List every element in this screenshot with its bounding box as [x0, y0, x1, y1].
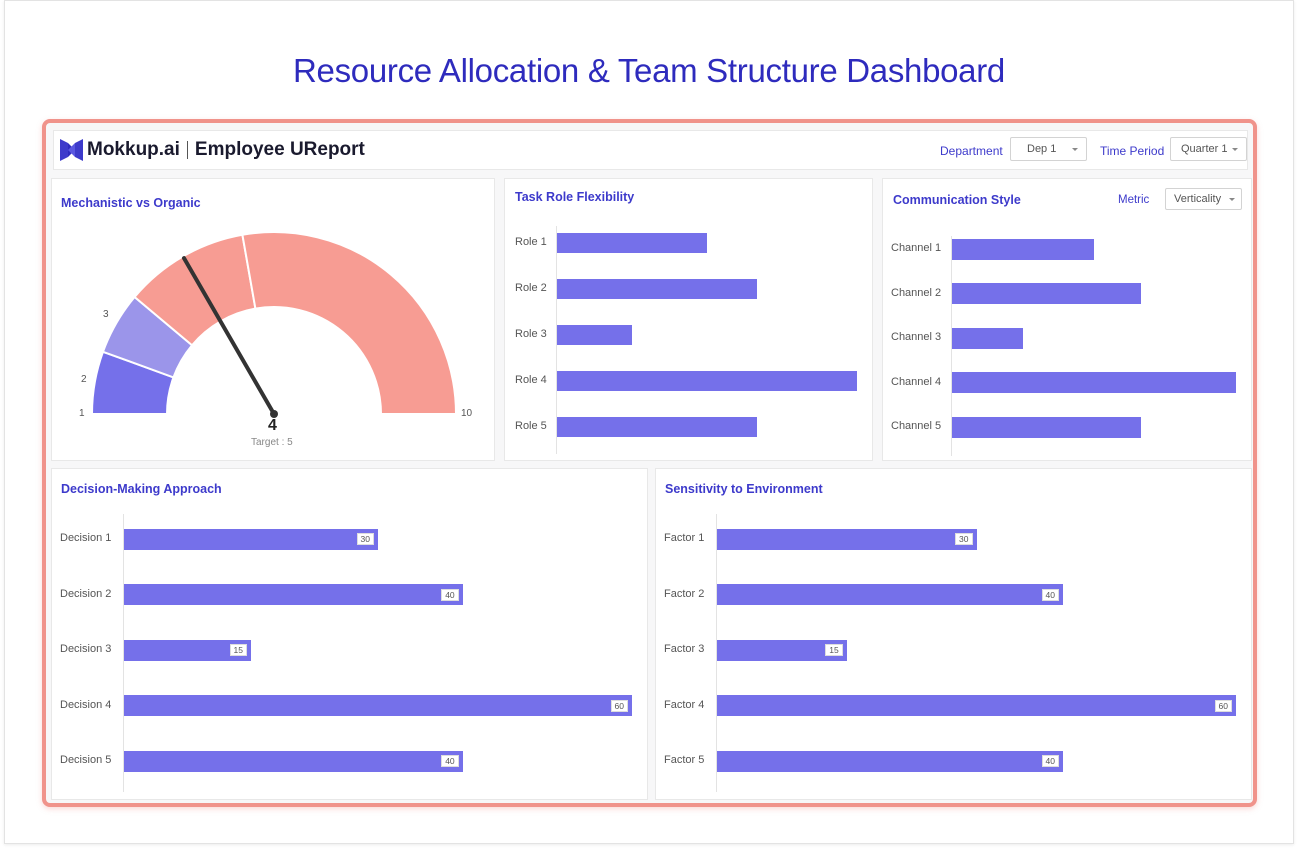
bar[interactable]: [124, 584, 463, 605]
department-select[interactable]: Dep 1: [1010, 137, 1087, 161]
category-label: Role 3: [515, 328, 547, 340]
chevron-down-icon: [1229, 198, 1235, 201]
metric-value: Verticality: [1174, 193, 1222, 205]
bar[interactable]: [124, 695, 632, 716]
bar-value-label: 30: [955, 533, 973, 545]
sensitivity-title: Sensitivity to Environment: [665, 482, 823, 496]
task-role-title: Task Role Flexibility: [515, 190, 635, 204]
chart-axis-line: [556, 226, 557, 454]
communication-title: Communication Style: [893, 193, 1021, 207]
category-label: Factor 2: [664, 587, 705, 600]
mokkup-logo-icon: [60, 139, 83, 161]
bar[interactable]: [124, 750, 463, 772]
metric-label: Metric: [1118, 194, 1150, 206]
gauge-tick-label: 2: [81, 374, 87, 385]
time-period-select[interactable]: Quarter 1: [1170, 137, 1247, 161]
bar-value-label: 30: [356, 533, 374, 545]
chart-axis-line: [123, 514, 124, 792]
decision-title: Decision-Making Approach: [61, 482, 222, 496]
category-label: Role 4: [515, 374, 547, 386]
category-label: Factor 4: [664, 698, 705, 711]
category-label: Factor 1: [664, 532, 705, 544]
department-label: Department: [940, 144, 1003, 158]
dashboard-header: Mokkup.ai Employee UReport Department De…: [53, 130, 1248, 170]
category-label: Decision 1: [60, 532, 112, 544]
category-label: Role 2: [515, 282, 547, 294]
bar[interactable]: [717, 528, 977, 550]
bar[interactable]: [952, 372, 1236, 393]
gauge-needle: [182, 256, 276, 416]
category-label: Channel 5: [891, 420, 942, 432]
bar[interactable]: [557, 279, 757, 299]
time-period-label: Time Period: [1100, 144, 1165, 158]
category-label: Channel 3: [891, 331, 942, 343]
report-title: Employee UReport: [194, 139, 365, 160]
department-value: Dep 1: [1027, 143, 1057, 155]
gauge-tick-label: 1: [79, 408, 85, 419]
chart-axis-line: [716, 514, 717, 792]
gauge-band: [241, 231, 458, 415]
chart-axis-line: [951, 236, 952, 456]
bar-value-label: 40: [441, 588, 459, 601]
category-label: Channel 4: [891, 375, 942, 388]
bar[interactable]: [557, 233, 707, 253]
bar-value-label: 15: [229, 644, 247, 656]
category-label: Factor 3: [664, 643, 705, 655]
category-label: Decision 5: [60, 754, 112, 766]
brand-logo[interactable]: Mokkup.ai Employee UReport: [60, 139, 365, 161]
category-label: Factor 5: [664, 754, 705, 766]
communication-panel: Communication Style Metric Verticality C…: [882, 178, 1252, 461]
bar-value-label: 60: [1214, 699, 1232, 712]
gauge-chart: [90, 231, 458, 418]
time-period-value: Quarter 1: [1181, 143, 1228, 155]
category-label: Decision 3: [60, 643, 112, 655]
task-role-panel: Task Role Flexibility Role 1 Role 2 Role 3…: [504, 178, 873, 461]
bar[interactable]: [124, 528, 378, 550]
decision-panel: Decision-Making Approach Decision 1 30 Dec…: [51, 468, 648, 800]
gauge-target: Target : 5: [251, 437, 293, 448]
gauge-tick-label: 3: [103, 309, 109, 320]
gauge-needle-pivot: [270, 410, 278, 418]
bar[interactable]: [557, 417, 757, 437]
bar[interactable]: [124, 639, 251, 661]
bar[interactable]: [952, 327, 1023, 349]
chevron-down-icon: [1072, 148, 1078, 151]
bar[interactable]: [952, 416, 1142, 438]
gauge-value: 4: [268, 417, 277, 434]
page-title: Resource Allocation & Team Structure Das…: [293, 52, 1005, 89]
bar[interactable]: [952, 238, 1094, 260]
bar-value-label: 40: [441, 755, 459, 767]
gauge-panel: Mechanistic vs Organic 1 2 3 10 4 Target…: [51, 178, 495, 461]
bar[interactable]: [717, 584, 1063, 605]
bar-value-label: 40: [1041, 588, 1059, 601]
bar-value-label: 60: [610, 699, 628, 712]
category-label: Decision 2: [60, 587, 112, 600]
bar-value-label: 15: [825, 644, 843, 656]
category-label: Decision 4: [60, 698, 112, 711]
category-label: Channel 2: [891, 286, 942, 299]
bar[interactable]: [717, 695, 1236, 716]
metric-select[interactable]: Verticality: [1165, 188, 1242, 210]
brand-name: Mokkup.ai: [87, 139, 180, 160]
bar[interactable]: [952, 283, 1142, 304]
gauge-tick-label: 10: [461, 408, 473, 419]
bar[interactable]: [557, 325, 632, 345]
category-label: Channel 1: [891, 242, 942, 254]
bar[interactable]: [717, 639, 847, 661]
category-label: Role 1: [515, 236, 547, 248]
chevron-down-icon: [1232, 148, 1238, 151]
bar[interactable]: [717, 750, 1063, 772]
gauge-title: Mechanistic vs Organic: [61, 196, 201, 210]
sensitivity-panel: Sensitivity to Environment Factor 1 30 Fac…: [655, 468, 1252, 800]
dashboard-frame: Mokkup.ai Employee UReport Department De…: [42, 119, 1257, 807]
bar[interactable]: [557, 371, 857, 391]
bar-value-label: 40: [1041, 755, 1059, 767]
category-label: Role 5: [515, 420, 547, 432]
brand-divider: [186, 141, 188, 159]
